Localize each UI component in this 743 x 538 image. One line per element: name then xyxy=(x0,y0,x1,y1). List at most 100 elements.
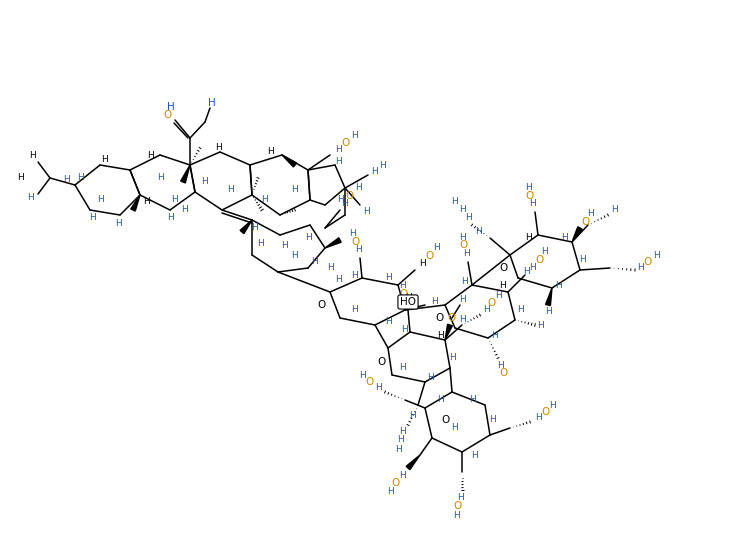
Text: H: H xyxy=(208,98,216,108)
Text: O: O xyxy=(448,313,456,323)
Text: H: H xyxy=(354,245,361,254)
Text: H: H xyxy=(262,195,268,204)
Text: H: H xyxy=(460,294,467,303)
Text: H: H xyxy=(146,151,153,159)
Text: H: H xyxy=(97,195,103,204)
Text: H: H xyxy=(334,275,341,285)
Text: H: H xyxy=(143,197,150,207)
Text: H: H xyxy=(535,414,542,422)
Text: H: H xyxy=(522,267,529,277)
Text: H: H xyxy=(402,325,409,335)
Text: H: H xyxy=(579,256,585,265)
Text: H: H xyxy=(166,214,173,223)
Text: H: H xyxy=(334,145,341,154)
Text: O: O xyxy=(392,478,400,488)
Text: H: H xyxy=(452,511,459,520)
Text: H: H xyxy=(545,308,551,316)
Text: H: H xyxy=(385,317,392,327)
Text: H: H xyxy=(499,280,505,289)
Text: H: H xyxy=(351,306,358,315)
Text: H: H xyxy=(496,360,503,370)
Text: H: H xyxy=(399,428,406,436)
Polygon shape xyxy=(406,455,420,470)
Text: H: H xyxy=(475,228,481,237)
Text: H: H xyxy=(528,200,536,209)
Text: O: O xyxy=(378,357,386,367)
Text: H: H xyxy=(327,264,334,273)
Text: H: H xyxy=(528,264,536,273)
Text: H: H xyxy=(311,258,318,266)
Polygon shape xyxy=(545,288,552,306)
Text: H: H xyxy=(525,182,531,192)
Text: H: H xyxy=(172,195,178,204)
Text: H: H xyxy=(64,175,71,185)
Text: H: H xyxy=(29,152,36,160)
Text: O: O xyxy=(488,298,496,308)
Text: H: H xyxy=(351,131,357,140)
Text: H: H xyxy=(291,251,299,259)
Text: H: H xyxy=(536,322,543,330)
Text: H: H xyxy=(282,240,288,250)
Text: H: H xyxy=(114,218,121,228)
Text: H: H xyxy=(334,158,341,166)
Text: H: H xyxy=(399,471,406,479)
Text: H: H xyxy=(359,372,366,380)
Text: H: H xyxy=(483,306,490,315)
Text: H: H xyxy=(372,167,378,176)
Text: H: H xyxy=(342,200,348,209)
Text: H: H xyxy=(562,233,568,243)
Text: H: H xyxy=(452,423,458,433)
Text: O: O xyxy=(454,501,462,511)
Text: H: H xyxy=(432,244,439,252)
Text: H: H xyxy=(363,207,369,216)
Text: O: O xyxy=(346,191,354,201)
Text: H: H xyxy=(587,209,594,218)
Text: H: H xyxy=(472,450,478,459)
Text: H: H xyxy=(88,214,95,223)
Text: H: H xyxy=(386,486,393,495)
Text: H: H xyxy=(102,155,108,165)
Text: H: H xyxy=(354,183,361,193)
Text: H: H xyxy=(252,223,259,232)
Text: H: H xyxy=(548,401,555,410)
Polygon shape xyxy=(131,195,140,211)
Text: H: H xyxy=(516,306,523,315)
Text: H: H xyxy=(452,197,458,207)
Text: H: H xyxy=(400,364,406,372)
Text: H: H xyxy=(385,273,392,282)
Text: H: H xyxy=(181,206,189,215)
Text: H: H xyxy=(351,271,358,280)
Text: H: H xyxy=(418,259,426,268)
Text: H: H xyxy=(305,233,311,243)
Text: H: H xyxy=(611,206,617,215)
Polygon shape xyxy=(445,324,452,340)
Text: H: H xyxy=(215,143,221,152)
Text: H: H xyxy=(542,247,548,257)
Text: H: H xyxy=(337,195,343,204)
Text: O: O xyxy=(644,257,652,267)
Polygon shape xyxy=(572,226,583,242)
Text: H: H xyxy=(374,384,381,393)
Text: O: O xyxy=(436,313,444,323)
Text: H: H xyxy=(403,298,409,307)
Text: H: H xyxy=(227,186,233,195)
Text: H: H xyxy=(16,173,23,182)
Text: H: H xyxy=(77,173,83,182)
Text: H: H xyxy=(495,291,502,300)
Text: O: O xyxy=(526,191,534,201)
Text: HO: HO xyxy=(400,297,416,307)
Text: H: H xyxy=(432,298,438,307)
Text: H: H xyxy=(267,147,273,157)
Text: H: H xyxy=(399,281,406,291)
Text: H: H xyxy=(554,280,562,289)
Polygon shape xyxy=(181,165,190,183)
Text: H: H xyxy=(27,193,33,202)
Text: H: H xyxy=(348,229,355,237)
Text: O: O xyxy=(318,300,326,310)
Text: O: O xyxy=(499,368,507,378)
Text: O: O xyxy=(541,407,549,417)
Polygon shape xyxy=(282,155,296,167)
Polygon shape xyxy=(240,220,252,233)
Text: H: H xyxy=(256,238,263,247)
Text: H: H xyxy=(654,251,661,260)
